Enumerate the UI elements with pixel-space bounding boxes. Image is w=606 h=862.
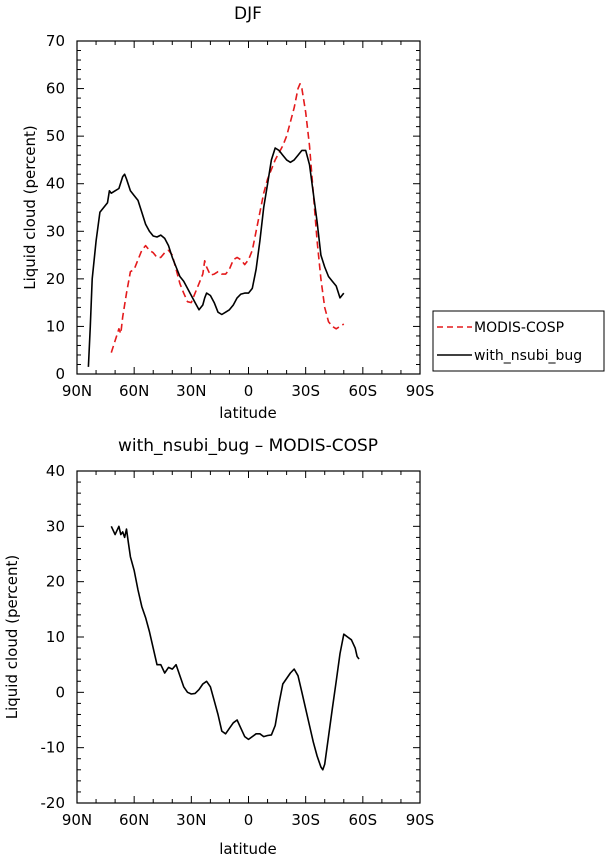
bottom-y-tick-label: -10 [41,739,66,757]
top-y-tick-label: 40 [46,175,65,193]
bottom-plot-frame [76,470,421,804]
top-series-line-modis-cosp [110,83,345,353]
top-chart-title: DJF [234,4,262,24]
top-y-ticks: 0 10 20 30 40 50 60 70 [46,32,420,383]
top-y-tick-label: 60 [46,80,65,98]
bottom-y-tick-label: 40 [46,462,65,480]
top-y-tick-label: 10 [46,317,65,335]
bottom-y-tick-label: 0 [55,683,65,701]
top-x-tick-label: 60N [119,382,149,400]
legend-label-modis-cosp: MODIS-COSP [474,320,564,336]
top-x-tick-label: 30N [176,382,206,400]
top-x-tick-label: 90N [62,382,92,400]
top-series-line-with-nsubi-bug [87,147,345,367]
bottom-y-ticks: -20 -10 0 10 20 30 40 [41,462,420,812]
bottom-x-tick-label: 60N [119,811,149,829]
bottom-y-tick-label: 10 [46,628,65,646]
bottom-y-axis-label: Liquid cloud (percent) [3,555,21,720]
bottom-x-axis-label: latitude [219,840,277,858]
legend-box [432,310,605,372]
top-x-tick-label: 90S [406,382,435,400]
bottom-series-line-with-nsubi-bug-modis-cosp [110,525,360,771]
bottom-x-tick-label: 0 [244,811,254,829]
legend-label-with-nsubi-bug: with_nsubi_bug [474,348,582,364]
top-y-tick-label: 70 [46,32,65,50]
bottom-y-tick-label: 30 [46,517,65,535]
top-x-tick-label: 30S [291,382,320,400]
top-plot-frame [76,40,421,375]
top-x-tick-label: 0 [244,382,254,400]
bottom-x-tick-label: 60S [349,811,378,829]
top-y-tick-label: 30 [46,222,65,240]
bottom-x-tick-label: 90S [406,811,435,829]
panel-bottom: with_nsubi_bug – MODIS-COSP -20 -10 0 10 20 3… [3,436,434,858]
top-y-tick-label: 20 [46,270,65,288]
top-y-tick-label: 50 [46,127,65,145]
bottom-y-tick-label: -20 [41,794,66,812]
top-y-tick-label: 0 [55,365,65,383]
top-series-lines [87,83,345,367]
top-y-axis-label: Liquid cloud (percent) [21,125,39,290]
bottom-x-tick-label: 30S [291,811,320,829]
bottom-x-tick-label: 90N [62,811,92,829]
bottom-chart-title: with_nsubi_bug – MODIS-COSP [118,436,378,456]
bottom-x-tick-label: 30N [176,811,206,829]
bottom-series-lines [110,525,360,771]
top-x-tick-label: 60S [349,382,378,400]
top-x-axis-label: latitude [219,404,277,422]
legend: MODIS-COSP with_nsubi_bug [432,310,605,372]
bottom-x-ticks: 90N 60N 30N 0 30S 60S 90S [62,471,434,829]
top-x-ticks: 90N 60N 30N 0 30S 60S 90S [62,41,434,400]
bottom-y-tick-label: 20 [46,573,65,591]
